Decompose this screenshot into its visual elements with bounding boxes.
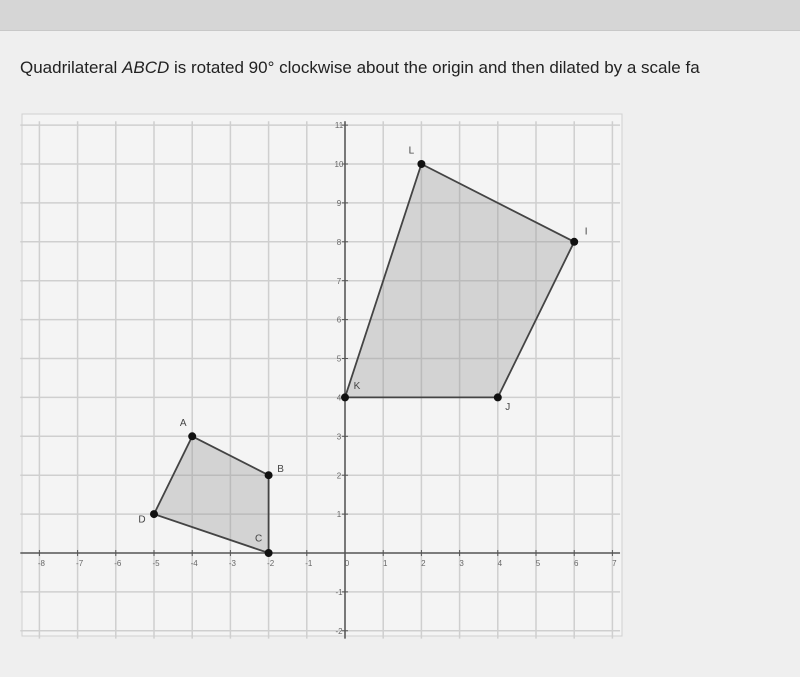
vertex-label: L (409, 146, 415, 157)
x-tick-label: -6 (114, 559, 122, 568)
question-shape-name: ABCD (122, 58, 170, 77)
x-tick-label: 2 (421, 559, 426, 568)
y-tick-label: 8 (337, 238, 342, 247)
x-tick-label: -1 (305, 559, 313, 568)
y-tick-label: 9 (337, 199, 342, 208)
x-tick-label: -4 (191, 559, 199, 568)
y-tick-label: 3 (337, 432, 342, 441)
y-tick-label: 10 (335, 160, 344, 169)
x-tick-label: -8 (38, 559, 46, 568)
x-tick-label: 7 (612, 559, 617, 568)
vertex-label: A (180, 418, 187, 429)
vertex (150, 510, 158, 519)
graph-background (21, 113, 623, 637)
top-bar (0, 0, 800, 31)
y-tick-label: 6 (337, 316, 342, 325)
x-tick-label: 3 (459, 559, 464, 568)
vertex (188, 432, 197, 441)
x-tick-label: 0 (345, 559, 350, 568)
x-tick-label: 5 (536, 559, 541, 568)
vertex (417, 160, 426, 168)
x-tick-label: -7 (76, 559, 84, 568)
x-tick-label: 1 (383, 559, 388, 568)
question-text: Quadrilateral ABCD is rotated 90° clockw… (20, 58, 700, 78)
vertex (341, 393, 349, 402)
x-tick-label: -3 (229, 559, 237, 568)
question-text-part: Quadrilateral (20, 58, 123, 77)
vertex (570, 237, 579, 246)
x-tick-label: -2 (267, 559, 275, 568)
vertex (264, 549, 273, 557)
y-tick-label: -1 (335, 588, 343, 597)
vertex-label: I (585, 226, 588, 237)
x-tick-label: 6 (574, 559, 579, 568)
vertex (493, 393, 502, 402)
y-tick-label: 11 (335, 121, 344, 130)
vertex-label: B (277, 464, 284, 475)
vertex-label: D (138, 515, 145, 526)
vertex-label: C (255, 534, 262, 545)
y-tick-label: 2 (337, 471, 342, 480)
y-tick-label: 5 (337, 355, 342, 364)
vertex-label: K (354, 381, 361, 392)
x-tick-label: -5 (152, 559, 160, 568)
vertex (264, 471, 273, 480)
y-tick-label: 4 (337, 394, 342, 403)
question-text-part: is rotated 90° clockwise about the origi… (169, 58, 700, 77)
x-tick-label: 4 (498, 559, 503, 568)
y-tick-label: 1 (337, 510, 342, 519)
vertex-label: J (505, 402, 510, 413)
y-tick-label: -2 (335, 627, 343, 636)
y-tick-label: 7 (337, 277, 342, 286)
